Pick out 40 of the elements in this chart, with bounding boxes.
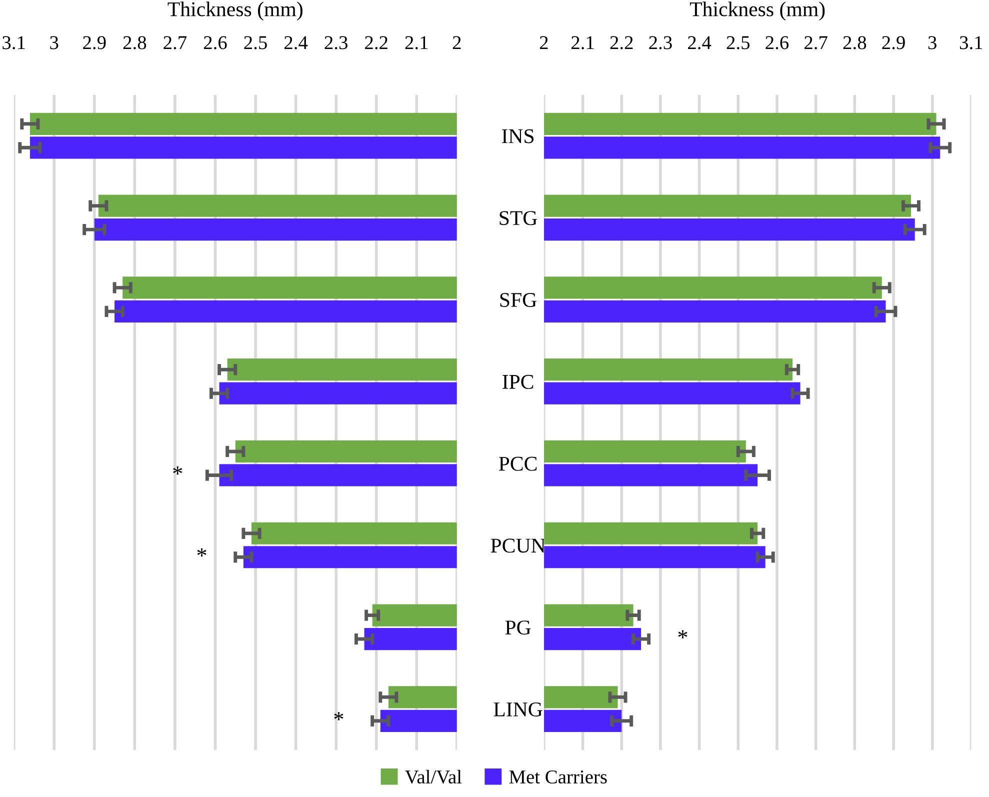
annotation: * <box>334 712 344 720</box>
legend-label: Val/Val <box>405 770 462 784</box>
x-tick-label: 3.1 <box>2 36 25 50</box>
legend-label: Met Carriers <box>509 770 607 784</box>
x-axis-title: Thickness (mm) <box>690 2 825 21</box>
x-tick-label: 2.4 <box>284 36 308 50</box>
annotation: * <box>173 466 182 475</box>
y-tick-label: STG <box>500 211 538 226</box>
y-tick-label: PCC <box>498 456 537 471</box>
x-tick-label: 2.2 <box>365 36 388 50</box>
x-tick-label: 2.7 <box>164 36 187 50</box>
y-tick-label: LING <box>494 702 542 716</box>
x-tick-label: 2.3 <box>649 36 672 50</box>
x-tick-label: 2.5 <box>244 36 267 50</box>
annotation: * <box>678 630 688 638</box>
y-tick-label: INS <box>502 129 534 144</box>
y-tick-label: IPC <box>502 374 534 389</box>
x-tick-label: 2.1 <box>571 36 594 50</box>
x-tick-label: 2.8 <box>123 36 146 50</box>
x-tick-label: 2.5 <box>726 36 750 50</box>
x-tick-label: 3 <box>50 36 58 50</box>
x-tick-label: 3 <box>928 36 936 50</box>
x-axis-title: Thickness (mm) <box>168 2 302 21</box>
y-tick-label: PG <box>505 620 531 635</box>
x-tick-label: 2.6 <box>204 36 227 50</box>
x-tick-label: 3.1 <box>960 36 982 50</box>
annotation: * <box>197 548 206 556</box>
x-tick-label: 2.4 <box>688 36 712 50</box>
x-tick-label: 2.6 <box>766 36 789 50</box>
x-tick-label: 2.8 <box>843 36 866 50</box>
x-tick-label: 2.7 <box>804 36 828 50</box>
y-tick-label: SFG <box>500 293 536 308</box>
x-tick-label: 2 <box>540 36 548 50</box>
x-tick-label: 2.3 <box>324 36 348 50</box>
x-tick-label: 2.2 <box>610 36 633 50</box>
x-tick-label: 2 <box>452 36 461 50</box>
x-tick-label: 2.9 <box>83 36 106 50</box>
x-tick-label: 2.9 <box>882 36 905 50</box>
y-tick-label: PCUN <box>490 538 546 553</box>
x-tick-label: 2.1 <box>405 36 428 50</box>
